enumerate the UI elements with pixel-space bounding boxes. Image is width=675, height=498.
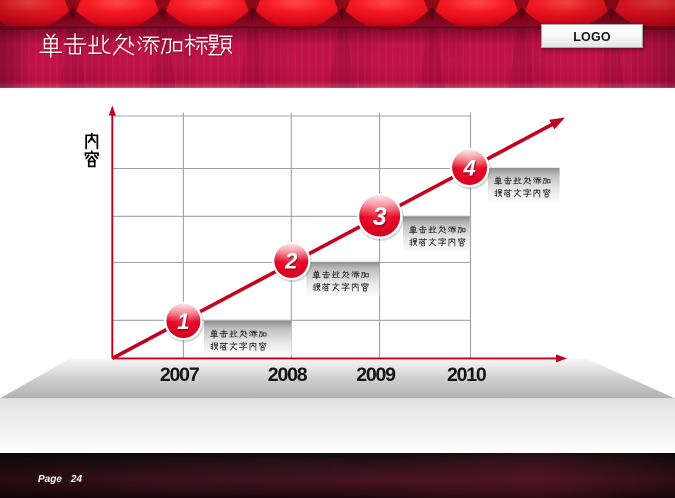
svg-text:1: 1: [177, 309, 189, 334]
svg-text:2010: 2010: [447, 364, 487, 386]
svg-text:4: 4: [462, 155, 475, 180]
svg-text:2009: 2009: [356, 364, 396, 386]
svg-text:2: 2: [284, 249, 298, 274]
svg-text:2008: 2008: [268, 364, 308, 386]
svg-text:3: 3: [373, 203, 387, 231]
svg-text:2007: 2007: [160, 364, 199, 386]
